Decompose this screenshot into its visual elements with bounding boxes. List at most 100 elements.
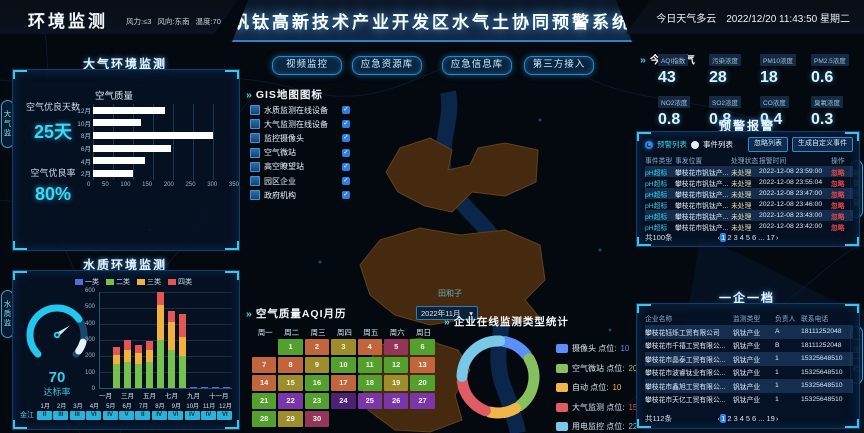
radio-event-list[interactable] [691,140,699,149]
enterprise-row[interactable]: 攀枝花市鑫旭工贸有限公... 钒钛产业 1 15325648510 [645,379,853,393]
create-custom-event-button[interactable]: 生成自定义事件 [792,137,853,152]
enterprise-row[interactable]: 攀枝花钰烁工贸有限公司 钒钛产业 A 18111252048 [645,325,853,339]
page-number[interactable]: ... [758,413,765,423]
calendar-day[interactable]: 23 [304,393,330,409]
page-number[interactable]: 6 [752,232,757,242]
calendar-day[interactable]: 19 [383,375,409,391]
calendar-month-select[interactable]: 2022年11月 ▾ [416,306,478,320]
calendar-day[interactable]: 13 [410,357,435,373]
enterprise-row[interactable]: 攀枝花市晶泰工贸有限公... 钒钛产业 1 15325648510 [645,352,853,366]
page-number[interactable]: ... [758,232,765,242]
calendar-day[interactable]: 11 [357,357,382,373]
page-number[interactable]: 2 [727,232,732,242]
calendar-day[interactable]: 24 [331,393,356,409]
alert-ignore-action[interactable]: 忽略 [831,213,845,221]
air-stat-label: NO2浓度 [658,96,691,108]
ignore-list-button[interactable]: 忽略列表 [748,137,788,152]
radio-warning-list[interactable] [645,140,653,149]
radio-warning-label[interactable]: 预警列表 [657,140,687,149]
layer-checkbox[interactable]: ✓ [342,191,350,200]
calendar-day[interactable]: 15 [278,375,303,391]
enterprise-person: 1 [775,355,779,363]
page-next[interactable]: › [775,413,779,423]
page-number[interactable]: 5 [745,232,751,242]
page-number[interactable]: 19 [766,413,775,423]
calendar-day[interactable]: 5 [383,339,409,355]
page-number[interactable]: 2 [727,413,732,423]
calendar-day[interactable]: 12 [383,357,409,373]
calendar-weekday-row: 周一 周二 周三 周四 周五 周六 周日 [252,327,437,338]
calendar-day[interactable]: 4 [357,339,382,355]
layer-checkbox[interactable]: ✓ [342,162,350,171]
alert-ignore-action[interactable]: 忽略 [831,169,845,177]
page-number[interactable]: 1 [720,232,727,242]
calendar-day[interactable]: 22 [278,393,303,409]
calendar-day[interactable]: 8 [278,357,303,373]
map-button-3[interactable]: 应急信息库 [442,56,512,75]
alert-ignore-action[interactable]: 忽略 [831,180,845,188]
calendar-day[interactable]: 26 [383,393,409,409]
calendar-day[interactable]: 7 [252,357,277,373]
layer-checkbox[interactable]: ✓ [342,177,350,186]
alert-type: pH超标 [645,169,668,177]
enterprise-phone: 18111252048 [801,341,842,349]
layer-checkbox[interactable]: ✓ [342,106,350,115]
enterprise-monitor-type: 钒钛产业 [733,370,761,378]
page-number[interactable]: 4 [739,232,744,242]
calendar-day[interactable]: 17 [331,375,356,391]
calendar-day[interactable]: 25 [357,393,382,409]
water-bar [122,340,133,388]
air-stat: PM10浓度 18 [760,50,808,87]
calendar-day[interactable]: 14 [252,375,277,391]
enterprise-row[interactable]: 攀枝花市千禧工贸有限公... 钒钛产业 B 18111252048 [645,339,853,353]
map-button-1[interactable]: 视频监控 [272,56,342,75]
page-number[interactable]: 17 [766,232,775,242]
calendar-day[interactable]: 1 [278,339,303,355]
alert-row[interactable]: pH超标 攀枝花市钒钛产... 未处理 2022-12-08 23:42:00 忽略 [645,221,853,232]
calendar-day[interactable]: 21 [252,393,277,409]
calendar-day[interactable]: 28 [252,411,277,427]
alert-row[interactable]: pH超标 攀枝花市钒钛产... 未处理 2022-12-08 23:59:00 忽略 [645,166,853,177]
air-bar-track [93,104,233,116]
layer-checkbox[interactable]: ✓ [342,148,350,157]
page-prev[interactable]: ‹ [717,413,721,423]
alert-ignore-action[interactable]: 忽略 [831,191,845,199]
calendar-day[interactable]: 3 [331,339,356,355]
calendar-day[interactable]: 9 [304,357,330,373]
page-number[interactable]: 6 [752,413,757,423]
map-button-2[interactable]: 应急资源库 [352,56,422,75]
enterprise-row[interactable]: 攀枝花市波睿钛业有限公... 钒钛产业 1 15325648510 [645,366,853,380]
water-y-tick: 400 [84,320,95,327]
calendar-day[interactable]: 29 [278,411,303,427]
page-number[interactable]: 5 [745,413,751,423]
calendar-day[interactable]: 2 [304,339,330,355]
calendar-day[interactable]: 18 [357,375,382,391]
calendar-day[interactable]: 6 [410,339,435,355]
calendar-day[interactable]: 16 [304,375,330,391]
layer-checkbox[interactable]: ✓ [342,134,350,143]
enterprise-row[interactable]: 攀枝花市天亿工贸有限公... 钒钛产业 1 15325648510 [645,393,853,407]
alert-ignore-action[interactable]: 忽略 [831,224,845,232]
alert-status: 未处理 [731,224,752,232]
calendar-header: » 空气质量AQI月历 [246,306,347,321]
page-prev[interactable]: ‹ [717,232,721,242]
map-button-4[interactable]: 第三方接入 [524,56,594,75]
alert-row[interactable]: pH超标 攀枝花市钒钛产... 未处理 2022-12-08 23:47:00 忽略 [645,188,853,199]
calendar-day[interactable]: 20 [410,375,435,391]
alert-location: 攀枝花市钒钛产... [675,202,729,210]
page-next[interactable]: › [775,232,779,242]
calendar-day[interactable]: 27 [410,393,435,409]
page-number[interactable]: 1 [720,413,727,423]
calendar-day[interactable]: 30 [304,411,330,427]
alert-row[interactable]: pH超标 攀枝花市钒钛产... 未处理 2022-12-08 23:46:00 忽略 [645,199,853,210]
alert-row[interactable]: pH超标 攀枝花市钒钛产... 未处理 2022-12-08 23:55:04 忽略 [645,177,853,188]
alert-status: 未处理 [731,202,752,210]
radio-event-label[interactable]: 事件列表 [703,140,733,149]
calendar-day[interactable]: 10 [331,357,356,373]
alert-ignore-action[interactable]: 忽略 [831,202,845,210]
layer-checkbox[interactable]: ✓ [342,120,350,129]
page-number[interactable]: 3 [733,232,738,242]
page-number[interactable]: 4 [739,413,744,423]
alert-row[interactable]: pH超标 攀枝花市钒钛产... 未处理 2022-12-08 23:43:00 忽略 [645,210,853,221]
page-number[interactable]: 3 [733,413,738,423]
